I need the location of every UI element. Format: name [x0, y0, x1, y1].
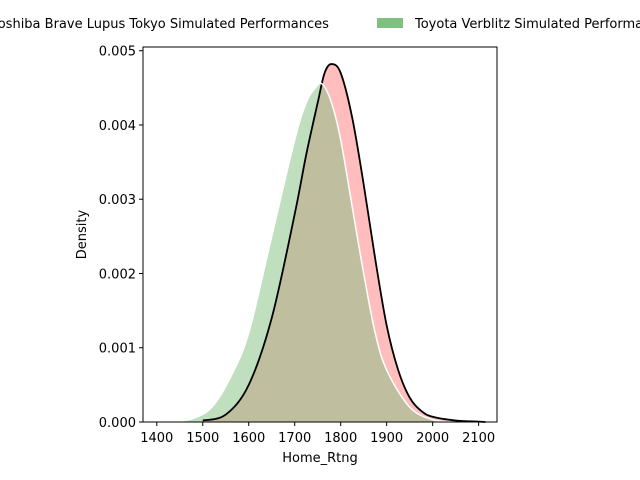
- legend-item-toshiba: Toshiba Brave Lupus Tokyo Simulated Perf…: [0, 17, 329, 37]
- density-fills: [175, 64, 486, 422]
- legend-label-toshiba: Toshiba Brave Lupus Tokyo Simulated Perf…: [0, 17, 329, 32]
- y-tick-label: 0.001: [99, 342, 136, 357]
- density-area-toyota: [175, 83, 452, 422]
- density-line-toshiba: [202, 63, 486, 423]
- x-tick-label: 1700: [278, 431, 311, 446]
- y-tick-label: 0.000: [99, 416, 136, 431]
- plot-frame: [142, 46, 498, 423]
- x-tick-label: 1600: [232, 431, 265, 446]
- density-lines: [175, 63, 486, 423]
- x-tick-label: 1800: [324, 431, 357, 446]
- y-axis-ticks: 0.000 0.001 0.002 0.003 0.004 0.005: [99, 45, 143, 431]
- y-axis-label: Density: [75, 209, 90, 259]
- legend-swatch-toyota: [377, 18, 403, 28]
- y-tick-label: 0.002: [99, 267, 136, 282]
- y-tick-label: 0.004: [99, 119, 136, 134]
- y-tick-label: 0.005: [99, 45, 136, 60]
- x-axis-label: Home_Rtng: [282, 451, 358, 466]
- legend-label-toyota: Toyota Verblitz Simulated Performances: [415, 17, 640, 32]
- x-tick-label: 1500: [186, 431, 219, 446]
- x-axis-ticks: 1400 1500 1600 1700 1800 1900 2000 2100: [140, 422, 495, 446]
- legend-item-toyota: Toyota Verblitz Simulated Performances: [377, 17, 640, 37]
- density-line-toyota: [175, 82, 452, 423]
- x-tick-label: 1400: [140, 431, 173, 446]
- x-tick-label: 2000: [416, 431, 449, 446]
- x-tick-label: 2100: [462, 431, 495, 446]
- y-tick-label: 0.003: [99, 193, 136, 208]
- x-tick-label: 1900: [370, 431, 403, 446]
